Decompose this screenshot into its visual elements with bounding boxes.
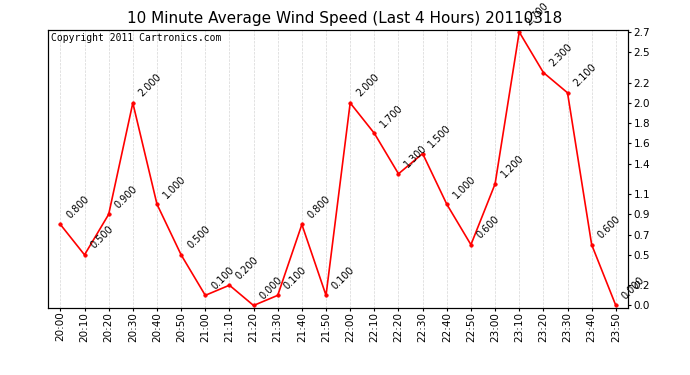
Text: 2.000: 2.000	[355, 72, 381, 99]
Text: 0.200: 0.200	[234, 255, 260, 281]
Text: 0.500: 0.500	[186, 224, 212, 251]
Text: 2.100: 2.100	[572, 62, 598, 88]
Text: 2.700: 2.700	[524, 1, 550, 28]
Text: 1.300: 1.300	[403, 143, 429, 170]
Text: 1.700: 1.700	[379, 102, 405, 129]
Text: 1.000: 1.000	[161, 174, 188, 200]
Text: 1.000: 1.000	[451, 174, 477, 200]
Text: 2.300: 2.300	[548, 42, 574, 68]
Text: 10 Minute Average Wind Speed (Last 4 Hours) 20110318: 10 Minute Average Wind Speed (Last 4 Hou…	[128, 11, 562, 26]
Text: 0.900: 0.900	[113, 184, 139, 210]
Text: 0.100: 0.100	[331, 265, 357, 291]
Text: 1.500: 1.500	[427, 123, 453, 149]
Text: 0.800: 0.800	[65, 194, 91, 220]
Text: 0.600: 0.600	[475, 214, 502, 240]
Text: 0.100: 0.100	[282, 265, 308, 291]
Text: 1.200: 1.200	[500, 153, 526, 180]
Text: 0.100: 0.100	[210, 265, 236, 291]
Text: 0.000: 0.000	[620, 275, 647, 301]
Text: 2.000: 2.000	[137, 72, 164, 99]
Text: 0.000: 0.000	[258, 275, 284, 301]
Text: Copyright 2011 Cartronics.com: Copyright 2011 Cartronics.com	[51, 33, 221, 43]
Text: 0.600: 0.600	[596, 214, 622, 240]
Text: 0.500: 0.500	[89, 224, 115, 251]
Text: 0.800: 0.800	[306, 194, 333, 220]
